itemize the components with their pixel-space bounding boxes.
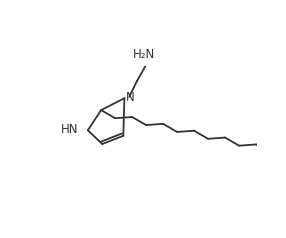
Text: N: N [126, 91, 135, 104]
Text: H₂N: H₂N [133, 48, 155, 61]
Text: HN: HN [61, 123, 79, 136]
